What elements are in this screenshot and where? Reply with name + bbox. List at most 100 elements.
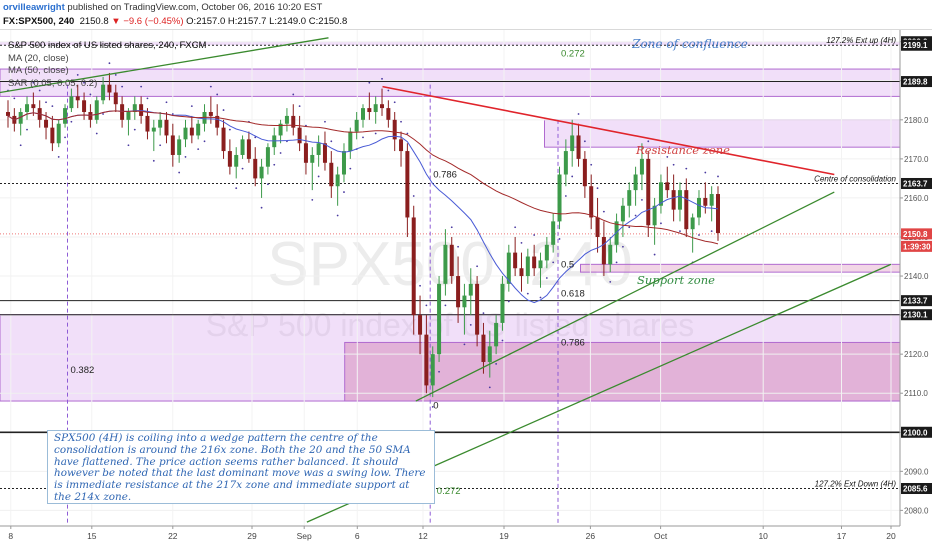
sar-dot [545, 277, 548, 279]
author-link[interactable]: orvilleawright [3, 2, 65, 13]
sar-dot [38, 89, 41, 92]
price-tag-7: 2130.1 [903, 311, 928, 320]
candle-body [291, 115, 296, 128]
sar-dot [95, 132, 98, 135]
watermark-description: S&P 500 index of US listed shares [206, 307, 695, 343]
sar-dot [381, 77, 383, 80]
sar-dot [298, 105, 301, 108]
time-tick-label-Sep: Sep [297, 531, 312, 541]
candle-body [240, 139, 245, 155]
sar-dot [254, 136, 257, 139]
sar-dot [267, 183, 269, 186]
price-tick-label-2090: 2090.0 [904, 467, 929, 476]
sar-dot [717, 175, 719, 178]
candle-body [557, 174, 562, 222]
candle-body [278, 123, 283, 136]
sar-dot [457, 245, 459, 248]
sar-dot [114, 74, 117, 76]
candle-body [158, 119, 163, 128]
candle-body [259, 166, 264, 179]
sar-dot [495, 363, 498, 365]
level-label-2085.6: 127.2% Ext Down (4H) [815, 480, 897, 489]
chart-legend: S&P 500 index of US listed shares, 240, … [8, 40, 206, 90]
price-tag-9: 2085.6 [903, 485, 928, 494]
trendline-green-1 [0, 37, 329, 94]
sar-dot [26, 128, 28, 131]
sar-dot [698, 234, 700, 236]
sar-dot [343, 191, 345, 193]
time-tick-label-12: 12 [418, 531, 428, 541]
sar-dot [279, 152, 282, 154]
price-chart[interactable]: SPX500, 240S&P 500 index of US listed sh… [0, 30, 932, 550]
fib-label-5: 0.382 [71, 365, 95, 376]
fib-label-1: 0.786 [433, 170, 457, 181]
sar-dot [374, 132, 377, 135]
time-tick-label-19: 19 [499, 531, 509, 541]
sar-dot [507, 300, 510, 303]
sar-dot [634, 214, 637, 217]
candle-body [354, 119, 359, 132]
candle-body [82, 100, 87, 113]
candle-body [189, 127, 194, 136]
sar-dot [609, 281, 612, 283]
sar-dot [672, 163, 675, 166]
sar-dot [450, 226, 453, 229]
candle-body [716, 194, 720, 234]
candle-body [69, 96, 74, 109]
sar-dot [140, 85, 143, 88]
candle-body [696, 197, 701, 218]
candle-body [361, 108, 365, 120]
candle-body [253, 158, 258, 179]
sar-dot [476, 265, 479, 268]
level-label-2163.7: Centre of consolidation [814, 174, 896, 183]
level-label-2199.1: 127.2% Ext up (4H) [826, 36, 896, 45]
fib-label-2: 0.5 [561, 259, 574, 270]
sar-dot [178, 171, 181, 174]
sar-dot [89, 93, 92, 96]
time-tick-label-15: 15 [87, 531, 97, 541]
candle-body [6, 112, 10, 116]
price-tag-bg [901, 309, 932, 321]
sar-dot [184, 156, 187, 158]
price-tag-8: 2100.0 [903, 428, 928, 437]
candle-body [75, 96, 80, 101]
sar-dot [273, 163, 276, 166]
sar-dot [311, 198, 314, 201]
price-tag-1: 2199.1 [903, 41, 928, 50]
candle-body [506, 252, 511, 284]
sar-dot [533, 234, 536, 236]
candle-body [367, 108, 372, 113]
sar-dot [438, 370, 440, 373]
candle-body [221, 127, 226, 152]
candle-body [380, 104, 385, 109]
candle-body [265, 147, 270, 167]
candle-body [386, 108, 391, 120]
sar-dot [641, 198, 643, 201]
time-tick-label-17: 17 [837, 531, 847, 541]
price-tag-5: 1:39:30 [903, 242, 931, 251]
sar-dot [51, 105, 54, 108]
sar-dot [146, 97, 149, 100]
ohlc-values: O:2157.0 H:2157.7 L:2149.0 C:2150.8 [186, 16, 348, 27]
candle-body [215, 115, 220, 128]
candle-body [177, 139, 182, 155]
trendline-green-2 [415, 191, 835, 402]
sar-dot [216, 93, 219, 96]
sar-dot [368, 81, 371, 84]
candle-body [601, 236, 606, 265]
sar-dot [431, 405, 434, 408]
candle-body [703, 197, 708, 206]
price-tag-bg [901, 240, 932, 252]
candle-body [475, 283, 480, 335]
sar-dot [222, 109, 225, 111]
sar-dot [622, 245, 624, 248]
candle-body [234, 154, 239, 167]
resistance-zone-label: Resistance zone [635, 143, 730, 157]
sar-dot [615, 261, 618, 264]
legend-title: S&P 500 index of US listed shares, 240, … [8, 40, 207, 51]
sar-dot [514, 226, 517, 229]
time-tick-label-22: 22 [168, 531, 178, 541]
fib-label-4: 0.786 [561, 337, 585, 348]
candle-body [639, 158, 644, 175]
